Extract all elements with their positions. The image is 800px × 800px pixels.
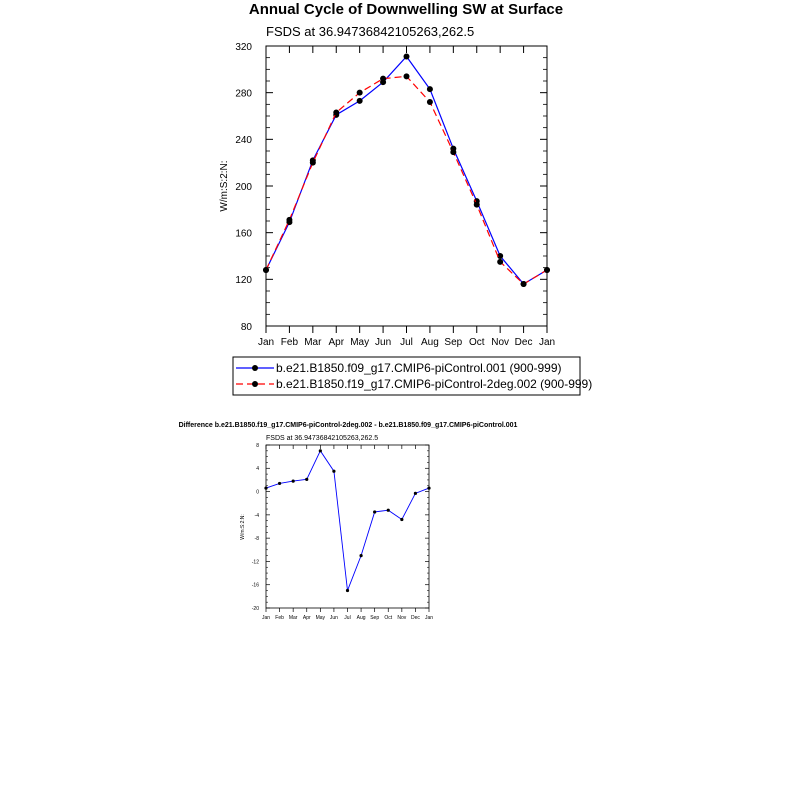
chart2-xtick-label: Jul <box>344 615 350 621</box>
chart2-plot-frame <box>265 444 430 609</box>
chart2-series-1-point <box>318 449 322 453</box>
chart2-y-axis: -20 -16 -12 -8 -4 0 4 8 <box>252 443 429 612</box>
chart1-xtick-label: May <box>350 337 369 348</box>
chart1-series-2-point <box>309 159 316 166</box>
chart2-series-1-point <box>277 481 282 486</box>
chart1-xtick-label: Mar <box>304 337 322 348</box>
chart1-series-2-point <box>520 281 527 287</box>
chart2-xtick-label: Nov <box>397 615 406 621</box>
chart1-series-2-point <box>544 267 550 273</box>
chart1-ytick-label: 320 <box>235 42 252 53</box>
chart1-xtick-label: Jan <box>539 337 555 348</box>
chart1-series-2-point <box>263 267 269 273</box>
chart1-xtick-label: Aug <box>421 337 439 348</box>
chart2-ylabel: W/m:S:2:N: <box>240 514 246 540</box>
chart2-series-1-point <box>345 588 350 593</box>
chart2-series-1-point <box>373 510 377 514</box>
chart2-xtick-label: Dec <box>411 615 420 621</box>
chart1-subtitle: FSDS at 36.94736842105263,262.5 <box>266 24 474 39</box>
chart1-y-axis: 80 120 160 200 240 280 320 <box>235 42 547 333</box>
chart2-xtick-label: Jun <box>330 615 338 621</box>
chart1-series-1-line <box>265 55 548 285</box>
chart1-series-1-point <box>426 86 433 93</box>
chart1-title: Annual Cycle of Downwelling SW at Surfac… <box>249 1 563 18</box>
chart2-series-1-point <box>359 554 363 558</box>
chart1-plot-frame <box>265 45 548 327</box>
chart1-ytick-label: 240 <box>235 135 252 146</box>
chart2-ytick-label: -16 <box>252 583 259 589</box>
chart1-xtick-label: Jul <box>400 337 413 348</box>
chart1-ytick-label: 120 <box>235 275 252 286</box>
chart2-series-1-point <box>386 508 390 512</box>
chart2-xtick-label: Jan <box>425 615 433 621</box>
chart2-xtick-label: Aug <box>357 615 366 621</box>
chart2-ytick-label: 4 <box>256 466 259 472</box>
chart1-ytick-label: 160 <box>235 229 252 240</box>
chart1-series-2-point <box>356 89 363 96</box>
chart2-x-axis: Jan Feb Mar Apr May Jun Jul Aug Sep Oct Nov Dec Jan <box>262 445 433 621</box>
chart1-xtick-label: Oct <box>469 337 485 348</box>
chart2-ytick-label: 8 <box>256 443 259 449</box>
chart2-series-1-point <box>291 479 295 483</box>
chart2-ytick-label: 0 <box>256 489 259 495</box>
chart1-xtick-label: Dec <box>515 337 533 348</box>
chart1-xtick-label: Jun <box>375 337 391 348</box>
chart1-legend-box <box>232 356 581 396</box>
chart2-xtick-label: Jan <box>262 615 270 621</box>
legend-marker-1 <box>252 365 258 371</box>
chart1-ytick-label: 80 <box>241 322 253 333</box>
chart1-legend: b.e21.B1850.f09_g17.CMIP6-piControl.001 … <box>236 361 592 391</box>
chart2-xtick-label: Apr <box>303 615 311 621</box>
chart1-series-group <box>263 53 550 287</box>
chart2-series-1-point <box>264 486 268 490</box>
chart1-series-2-point <box>333 109 340 116</box>
chart2-ytick-label: -20 <box>252 606 259 612</box>
chart2-ytick-label: -8 <box>255 536 260 542</box>
legend-label-1: b.e21.B1850.f09_g17.CMIP6-piControl.001 … <box>276 361 562 375</box>
chart1-series-1-point <box>403 53 410 60</box>
chart2-series-1-line <box>265 449 430 591</box>
legend-marker-2 <box>252 381 258 387</box>
chart1-ytick-label: 200 <box>235 182 252 193</box>
chart2-xtick-label: Feb <box>275 615 284 621</box>
chart2-subtitle: FSDS at 36.94736842105263,262.5 <box>266 435 378 442</box>
chart1-series-1-point <box>497 253 504 259</box>
chart2-ytick-label: -12 <box>252 559 259 565</box>
chart1-xtick-label: Jan <box>258 337 274 348</box>
chart1-series-2-point <box>286 216 293 223</box>
chart1-series-2-line <box>265 75 548 285</box>
chart2-series-1-point <box>305 477 309 481</box>
chart2-xtick-label: May <box>316 615 326 621</box>
legend-label-2: b.e21.B1850.f19_g17.CMIP6-piControl-2deg… <box>276 377 592 391</box>
chart2-series-1-point <box>413 491 418 495</box>
chart1-series-2-point <box>473 201 480 208</box>
chart1-series-2-point <box>403 73 410 80</box>
chart2-series-group <box>264 449 431 593</box>
chart1-xtick-label: Apr <box>328 337 344 348</box>
chart1-xtick-label: Feb <box>281 337 299 348</box>
chart2-xtick-label: Oct <box>384 615 392 621</box>
chart2-series-1-point <box>427 486 431 490</box>
chart2-xtick-label: Sep <box>370 615 379 621</box>
chart1-ylabel: W/m:S:2:N: <box>219 160 230 211</box>
chart2-title: Difference b.e21.B1850.f19_g17.CMIP6-piC… <box>179 422 518 429</box>
chart2-ytick-label: -4 <box>255 513 260 519</box>
chart1-series-2-point <box>497 258 504 265</box>
chart1-series-1-point <box>356 97 363 104</box>
chart1-xtick-label: Sep <box>444 337 462 348</box>
chart1-x-axis: Jan Feb Mar Apr May Jun Jul Aug Sep Oct Nov Dec Jan <box>258 46 555 348</box>
chart2-series-1-point <box>400 517 404 522</box>
chart1-xtick-label: Nov <box>491 337 509 348</box>
chart2-series-1-point <box>332 469 336 473</box>
chart1-series-2-point <box>450 149 457 156</box>
chart1-ytick-label: 280 <box>235 89 252 100</box>
chart1-series-2-point <box>380 75 387 82</box>
chart1-series-2-point <box>426 99 433 105</box>
chart2-xtick-label: Mar <box>289 615 298 621</box>
